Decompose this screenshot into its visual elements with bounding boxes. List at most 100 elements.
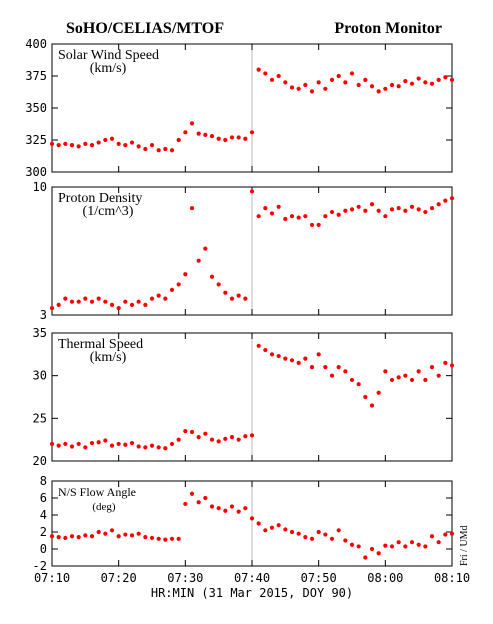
y-tick-label: 350 (25, 101, 47, 115)
y-tick-label: 2 (40, 525, 47, 539)
data-point (416, 207, 421, 212)
data-point (163, 446, 168, 451)
credit: Fri / UMd (459, 525, 470, 566)
data-point (289, 529, 295, 535)
title-left: SoHO/CELIAS/MTOF (66, 20, 224, 37)
data-point (449, 363, 455, 368)
data-point (243, 136, 248, 141)
data-point (356, 82, 361, 88)
data-point (416, 369, 421, 374)
data-point (203, 495, 208, 501)
data-point (289, 85, 295, 90)
data-point (376, 551, 381, 556)
data-point (76, 299, 81, 304)
data-point (49, 534, 55, 539)
data-point (343, 208, 348, 213)
data-point (436, 202, 441, 207)
data-point (296, 86, 301, 91)
data-point (309, 536, 315, 541)
data-point (243, 296, 248, 301)
data-point (63, 441, 68, 447)
data-point (83, 141, 88, 146)
data-point (423, 209, 428, 215)
panel-unit: (km/s) (90, 350, 127, 365)
data-point (169, 441, 175, 447)
data-point (409, 204, 415, 209)
data-point (76, 441, 81, 447)
data-point (276, 204, 281, 209)
data-point (123, 442, 128, 447)
data-point (143, 445, 148, 450)
data-point (409, 377, 415, 383)
data-point (356, 382, 361, 387)
data-point (189, 429, 195, 435)
data-point (176, 536, 181, 541)
data-point (363, 77, 368, 82)
panel-unit: (deg) (92, 501, 116, 513)
y-tick-label: 6 (40, 491, 47, 505)
data-point (383, 214, 388, 219)
data-point (243, 506, 248, 511)
panel-title: Thermal Speed (58, 337, 143, 352)
data-point (336, 528, 341, 533)
data-point (149, 443, 155, 448)
data-point (169, 536, 175, 541)
data-point (289, 358, 295, 363)
y-tick-label: -2 (33, 559, 47, 573)
data-point (49, 141, 55, 146)
data-point (396, 540, 401, 545)
data-point (203, 132, 208, 137)
data-point (376, 208, 381, 213)
data-point (189, 121, 195, 126)
data-point (149, 296, 155, 301)
data-point (363, 208, 368, 213)
data-point (249, 189, 255, 194)
data-point (63, 141, 68, 146)
x-tick-label: 07:30 (167, 571, 203, 585)
data-point (249, 516, 255, 521)
data-point (429, 365, 435, 370)
data-point (363, 555, 368, 560)
data-point (336, 212, 341, 217)
data-point (143, 302, 148, 307)
data-point (176, 282, 181, 287)
data-point (183, 130, 188, 135)
data-point (216, 439, 221, 444)
data-point (323, 365, 328, 370)
data-point (343, 369, 348, 374)
data-point (316, 80, 321, 85)
data-point (103, 531, 108, 536)
y-tick-label: 8 (40, 474, 47, 488)
data-point (296, 360, 301, 365)
data-point (163, 296, 168, 301)
data-point (263, 528, 268, 533)
data-point (129, 533, 135, 538)
data-point (196, 131, 201, 136)
data-point (389, 207, 395, 212)
data-point (363, 394, 368, 400)
data-point (109, 136, 115, 141)
data-point (56, 535, 61, 540)
data-point (236, 293, 241, 298)
data-point (136, 144, 141, 149)
data-point (303, 214, 308, 219)
data-point (303, 356, 308, 361)
data-point (89, 299, 95, 304)
data-point (423, 544, 428, 549)
data-point (403, 373, 408, 378)
data-point (169, 287, 175, 292)
data-point (116, 441, 121, 447)
data-point (109, 302, 115, 307)
data-point (369, 202, 375, 207)
panel-title: Proton Density (58, 191, 142, 206)
data-point (83, 445, 88, 450)
y-tick-label: 4 (40, 508, 47, 522)
data-point (403, 208, 408, 213)
y-tick-label: 25 (33, 411, 47, 425)
data-point (436, 77, 441, 82)
data-point (283, 356, 288, 361)
data-point (169, 148, 175, 153)
data-point (396, 375, 401, 380)
y-tick-label: 35 (33, 326, 47, 340)
data-point (236, 437, 241, 442)
